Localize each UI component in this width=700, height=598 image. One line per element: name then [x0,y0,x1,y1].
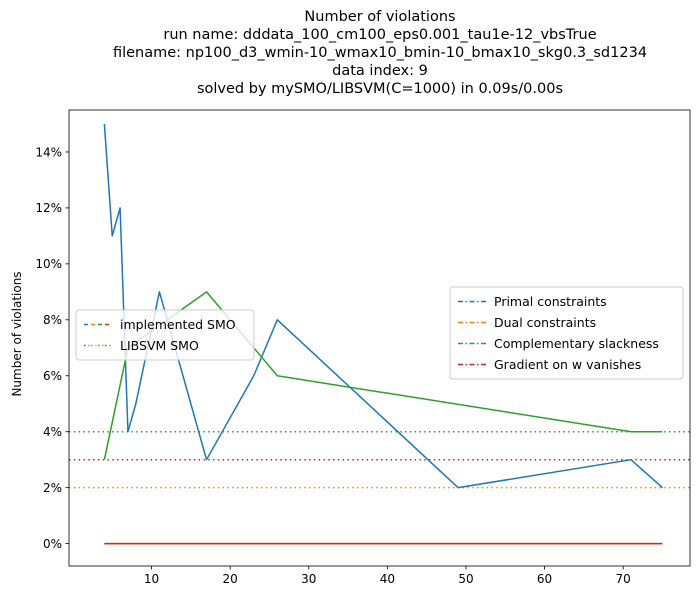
y-tick-label-6: 6% [43,369,62,383]
y-tick-label-4: 4% [43,425,62,439]
y-tick-label-14: 14% [35,145,62,159]
legend-label-complementary-slackness: Complementary slackness [494,336,659,351]
x-tick-label-50: 50 [458,572,473,586]
legend-series-frame [449,286,684,380]
x-tick-label-70: 70 [616,572,631,586]
y-tick-label-12: 12% [35,201,62,215]
legend-series: Primal constraints Dual constraints Comple… [449,286,684,380]
series-line-primal-constraints [103,123,663,489]
legend-solvers-frame [75,309,255,361]
y-tick-label-2: 2% [43,481,62,495]
legend-label-gradient-on-w-vanishes: Gradient on w vanishes [494,357,641,372]
legend-label-implemented-smo: implemented SMO [120,317,236,332]
y-tick-label-0: 0% [43,537,62,551]
legend-solvers: implemented SMO LIBSVM SMO [75,309,255,361]
title-line-3: filename: np100_d3_wmin-10_wmax10_bmin-1… [113,45,647,61]
title-line-5: solved by mySMO/LIBSVM(C=1000) in 0.09s/… [197,81,563,97]
title-line-4: data index: 9 [332,63,428,79]
legend-label-primal-constraints: Primal constraints [494,294,607,309]
legend-label-dual-constraints: Dual constraints [494,315,596,330]
x-tick-label-10: 10 [144,572,159,586]
axes-frame [68,109,691,567]
x-tick-label-30: 30 [301,572,316,586]
x-tick-label-40: 40 [380,572,395,586]
y-tick-label-10: 10% [35,257,62,271]
y-axis-label: Number of violations [10,271,24,396]
x-tick-label-20: 20 [223,572,238,586]
legends: Primal constraints Dual constraints Comple… [75,286,684,380]
axes: 10 20 30 40 50 60 70 0% 2% 4% 6% 8% 10% 12% 14% [35,109,691,586]
title-line-2: run name: dddata_100_cm100_eps0.001_tau1… [163,27,596,43]
legend-label-libsvm-smo: LIBSVM SMO [120,338,199,353]
title-line-1: Number of violations [304,9,455,25]
y-tick-label-8: 8% [43,313,62,327]
x-tick-label-60: 60 [537,572,552,586]
chart-title: Number of violations run name: dddata_10… [113,9,647,97]
